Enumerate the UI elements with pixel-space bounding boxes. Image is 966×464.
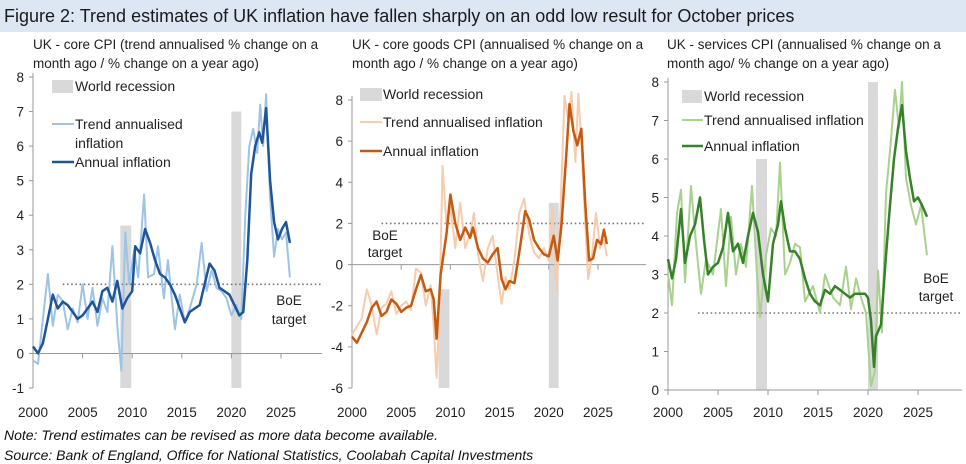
y-tick-label: -4 [331,340,343,355]
annual-inflation-line [666,103,929,369]
y-tick-label: -2 [331,299,343,314]
panel-title-line2: month ago / % change on a year ago) [352,56,578,71]
y-tick-label: 7 [16,105,24,120]
trend-annualised-inflation-line [32,93,291,372]
y-tick-label: 0 [335,258,343,273]
panel-services-cpi: UK - services CPI (annualised % change o… [651,37,962,420]
x-tick-label: 2025 [903,405,933,420]
y-tick-label: 5 [651,191,659,206]
recession-bar [120,225,132,388]
y-tick-label: 3 [16,243,24,258]
legend-recession-label: World recession [383,86,483,102]
x-tick-label: 2015 [803,405,833,420]
recession-bar [438,289,450,388]
boe-target-label: BoE [923,271,949,286]
trend-annualised-inflation-line [667,81,928,388]
boe-target-label: BoE [276,293,302,308]
x-tick-label: 2005 [386,405,416,420]
x-tick-label: 2005 [68,405,98,420]
annual-inflation-line [31,106,292,355]
x-tick-label: 2010 [753,405,783,420]
panel-title-line1: UK - core CPI (trend annualised % change… [33,37,319,52]
y-tick-label: 2 [16,277,24,292]
y-tick-label: -1 [12,381,24,396]
x-tick-label: 2010 [435,405,465,420]
legend-trend-label-line2: inflation [75,135,123,151]
y-tick-label: 6 [16,139,24,154]
y-tick-label: 6 [335,134,343,149]
x-tick-label: 2000 [653,405,683,420]
x-tick-label: 2000 [18,405,48,420]
plot-area: -6 -4 -2 0 2 4 6 8 2000 2005 2010 2015 2020 2025 [331,90,646,420]
y-tick-label: -6 [331,381,343,396]
trend-annualised-inflation-line [351,90,608,379]
panel-title-line1: UK - services CPI (annualised % change o… [667,37,941,52]
footnote: Note: Trend estimates can be revised as … [4,427,438,443]
panel-title-line2: month ago/ % change on a year ago) [667,56,889,71]
x-tick-label: 2025 [583,405,613,420]
panel-core-goods-cpi: UK - core goods CPI (annualised % change… [331,37,646,420]
x-tick-label: 2000 [337,405,367,420]
x-tick-label: 2025 [266,405,296,420]
y-tick-label: 5 [16,174,24,189]
boe-target-label-line2: target [272,312,307,327]
boe-target-label: BoE [372,228,398,243]
source-note: Source: Bank of England, Office for Nati… [4,447,534,463]
legend-recession-swatch [682,90,702,103]
figure-title: Figure 2: Trend estimates of UK inflatio… [0,0,966,32]
panel-title-line1: UK - core goods CPI (annualised % change… [352,37,644,52]
x-tick-label: 2020 [853,405,883,420]
plot-area: -1 0 1 2 3 4 5 6 7 8 2000 2005 2010 2015 2020 2025 [12,70,322,420]
x-tick-label: 2015 [167,405,197,420]
x-tick-label: 2010 [117,405,147,420]
recession-bar [231,111,242,389]
plot-area: 0 1 2 3 4 5 6 7 8 2000 2005 2010 2015 2020 2025 [651,75,962,420]
y-tick-label: 8 [651,75,659,90]
y-tick-label: 3 [651,268,659,283]
y-tick-label: 8 [335,93,343,108]
legend-trend-label: Trend annualised inflation [704,112,864,128]
y-tick-label: 0 [16,346,24,361]
annual-inflation-line [351,102,609,344]
y-tick-label: 0 [651,383,659,398]
legend-recession-swatch [360,88,382,101]
y-tick-label: 2 [651,306,659,321]
y-tick-label: 8 [16,70,24,85]
legend-trend-label: Trend annualised inflation [383,114,543,130]
boe-target-label-line2: target [368,245,403,260]
y-tick-label: 6 [651,152,659,167]
y-tick-label: 1 [16,312,24,327]
boe-target-label-line2: target [919,289,954,304]
x-tick-label: 2005 [703,405,733,420]
x-tick-label: 2020 [216,405,246,420]
legend-annual-label: Annual inflation [383,143,479,159]
legend-recession-label: World recession [75,78,175,94]
legend-recession-label: World recession [704,88,804,104]
legend-trend-label: Trend annualised [75,116,183,132]
y-tick-label: 4 [335,175,343,190]
legend-annual-label: Annual inflation [704,138,800,154]
y-tick-label: 7 [651,114,659,129]
y-tick-label: 2 [335,216,343,231]
panel-title-line2: month ago / % change on a year ago) [33,56,259,71]
legend-annual-label: Annual inflation [75,154,171,170]
recession-bar [756,159,767,390]
y-tick-label: 4 [651,229,659,244]
panel-core-cpi: UK - core CPI (trend annualised % change… [12,37,322,420]
legend-recession-swatch [52,80,73,93]
recession-bar [868,82,878,390]
y-tick-label: 4 [16,208,24,223]
recession-bar [548,202,559,388]
x-tick-label: 2015 [485,405,515,420]
y-tick-label: 1 [651,345,659,360]
x-tick-label: 2020 [534,405,564,420]
